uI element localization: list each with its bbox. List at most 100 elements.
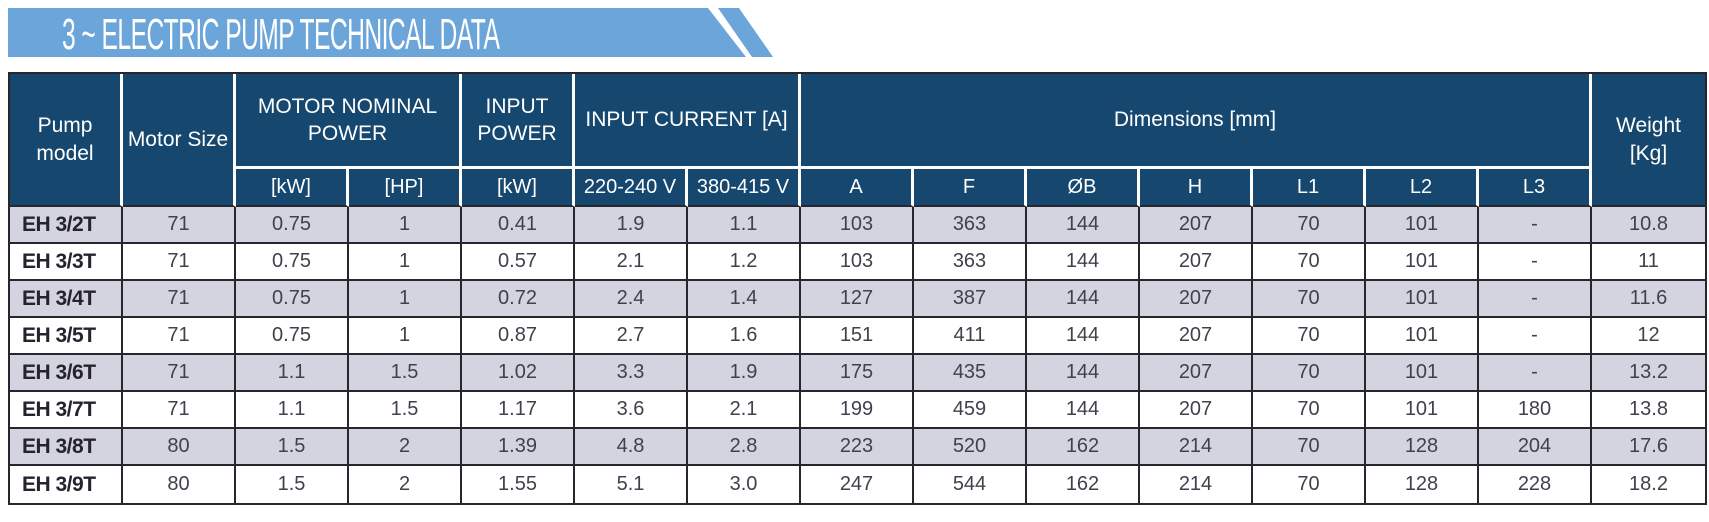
data-cell: 2.1 bbox=[688, 392, 801, 429]
data-cell: - bbox=[1479, 207, 1592, 244]
pump-model-cell: EH 3/3T bbox=[10, 244, 123, 281]
pump-model-cell: EH 3/8T bbox=[10, 429, 123, 466]
data-cell: 1.5 bbox=[349, 355, 462, 392]
data-cell: 13.8 bbox=[1592, 392, 1705, 429]
data-cell: 11 bbox=[1592, 244, 1705, 281]
data-cell: 2.8 bbox=[688, 429, 801, 466]
data-cell: 70 bbox=[1253, 466, 1366, 503]
data-cell: 363 bbox=[914, 244, 1027, 281]
table-row: EH 3/3T 71 0.75 1 0.57 2.1 1.2 103 363 144 207 70 10… bbox=[10, 244, 1705, 281]
subheader-dim-a: A bbox=[801, 169, 914, 207]
data-cell: 80 bbox=[123, 466, 236, 503]
data-cell: 3.0 bbox=[688, 466, 801, 503]
data-cell: 1 bbox=[349, 244, 462, 281]
data-cell: 207 bbox=[1140, 281, 1253, 318]
data-cell: 1.9 bbox=[688, 355, 801, 392]
data-cell: 199 bbox=[801, 392, 914, 429]
section-title: 3 ~ ELECTRIC PUMP TECHNICAL DATA bbox=[62, 10, 500, 59]
table-header: Pump model Motor Size MOTOR NOMINAL POWE… bbox=[10, 74, 1705, 207]
data-cell: 103 bbox=[801, 207, 914, 244]
data-cell: 101 bbox=[1366, 244, 1479, 281]
data-cell: 520 bbox=[914, 429, 1027, 466]
data-cell: 71 bbox=[123, 355, 236, 392]
header-dimensions: Dimensions [mm] bbox=[801, 74, 1592, 169]
table-row: EH 3/6T 71 1.1 1.5 1.02 3.3 1.9 175 435 144 207 70 1… bbox=[10, 355, 1705, 392]
data-cell: 80 bbox=[123, 429, 236, 466]
data-cell: 144 bbox=[1027, 281, 1140, 318]
data-cell: 144 bbox=[1027, 355, 1140, 392]
data-cell: 70 bbox=[1253, 392, 1366, 429]
data-cell: 128 bbox=[1366, 429, 1479, 466]
data-cell: 207 bbox=[1140, 318, 1253, 355]
data-cell: 13.2 bbox=[1592, 355, 1705, 392]
data-cell: 1.4 bbox=[688, 281, 801, 318]
data-cell: 101 bbox=[1366, 318, 1479, 355]
data-cell: 17.6 bbox=[1592, 429, 1705, 466]
data-cell: 1.6 bbox=[688, 318, 801, 355]
section-banner: 3 ~ ELECTRIC PUMP TECHNICAL DATA bbox=[8, 8, 778, 59]
data-cell: 0.75 bbox=[236, 281, 349, 318]
data-cell: 0.41 bbox=[462, 207, 575, 244]
pump-model-cell: EH 3/2T bbox=[10, 207, 123, 244]
data-cell: 207 bbox=[1140, 392, 1253, 429]
data-cell: 128 bbox=[1366, 466, 1479, 503]
data-cell: 101 bbox=[1366, 281, 1479, 318]
data-cell: 1.5 bbox=[349, 392, 462, 429]
data-cell: 1.1 bbox=[236, 355, 349, 392]
data-cell: 1.17 bbox=[462, 392, 575, 429]
data-cell: 1.1 bbox=[236, 392, 349, 429]
data-cell: 1.1 bbox=[688, 207, 801, 244]
data-cell: 70 bbox=[1253, 207, 1366, 244]
data-cell: 0.72 bbox=[462, 281, 575, 318]
data-cell: - bbox=[1479, 355, 1592, 392]
data-cell: 10.8 bbox=[1592, 207, 1705, 244]
subheader-kw-nominal: [kW] bbox=[236, 169, 349, 207]
data-cell: - bbox=[1479, 318, 1592, 355]
pump-model-cell: EH 3/9T bbox=[10, 466, 123, 503]
data-cell: 387 bbox=[914, 281, 1027, 318]
data-cell: 1.5 bbox=[236, 466, 349, 503]
table-row: EH 3/5T 71 0.75 1 0.87 2.7 1.6 151 411 144 207 70 10… bbox=[10, 318, 1705, 355]
header-weight: Weight [Kg] bbox=[1592, 74, 1705, 207]
data-cell: 1 bbox=[349, 281, 462, 318]
data-cell: 71 bbox=[123, 392, 236, 429]
header-input-power: INPUT POWER bbox=[462, 74, 575, 169]
data-cell: 71 bbox=[123, 207, 236, 244]
data-cell: 2.7 bbox=[575, 318, 688, 355]
subheader-dim-ob: ØB bbox=[1027, 169, 1140, 207]
subheader-380-415v: 380-415 V bbox=[688, 169, 801, 207]
data-cell: 2 bbox=[349, 466, 462, 503]
table-row: EH 3/7T 71 1.1 1.5 1.17 3.6 2.1 199 459 144 207 70 1… bbox=[10, 392, 1705, 429]
data-cell: 70 bbox=[1253, 244, 1366, 281]
data-cell: 435 bbox=[914, 355, 1027, 392]
subheader-dim-l2: L2 bbox=[1366, 169, 1479, 207]
data-cell: 1.02 bbox=[462, 355, 575, 392]
data-cell: 70 bbox=[1253, 281, 1366, 318]
data-cell: 70 bbox=[1253, 355, 1366, 392]
data-cell: 71 bbox=[123, 244, 236, 281]
header-sub-row: [kW] [HP] [kW] 220-240 V 380-415 V A F Ø… bbox=[10, 169, 1705, 207]
subheader-dim-l3: L3 bbox=[1479, 169, 1592, 207]
data-cell: 411 bbox=[914, 318, 1027, 355]
subheader-dim-f: F bbox=[914, 169, 1027, 207]
data-cell: 544 bbox=[914, 466, 1027, 503]
data-cell: 71 bbox=[123, 281, 236, 318]
data-cell: 0.75 bbox=[236, 318, 349, 355]
data-cell: 4.8 bbox=[575, 429, 688, 466]
data-cell: 1.55 bbox=[462, 466, 575, 503]
header-pump-model: Pump model bbox=[10, 74, 123, 207]
data-cell: 1.2 bbox=[688, 244, 801, 281]
data-cell: 1.39 bbox=[462, 429, 575, 466]
data-cell: 207 bbox=[1140, 207, 1253, 244]
data-cell: 0.75 bbox=[236, 207, 349, 244]
data-cell: 223 bbox=[801, 429, 914, 466]
data-cell: 1 bbox=[349, 207, 462, 244]
data-cell: 204 bbox=[1479, 429, 1592, 466]
data-cell: 3.3 bbox=[575, 355, 688, 392]
table-row: EH 3/4T 71 0.75 1 0.72 2.4 1.4 127 387 144 207 70 10… bbox=[10, 281, 1705, 318]
pump-model-cell: EH 3/7T bbox=[10, 392, 123, 429]
data-cell: 144 bbox=[1027, 207, 1140, 244]
data-cell: 101 bbox=[1366, 392, 1479, 429]
data-cell: 144 bbox=[1027, 244, 1140, 281]
data-cell: 11.6 bbox=[1592, 281, 1705, 318]
